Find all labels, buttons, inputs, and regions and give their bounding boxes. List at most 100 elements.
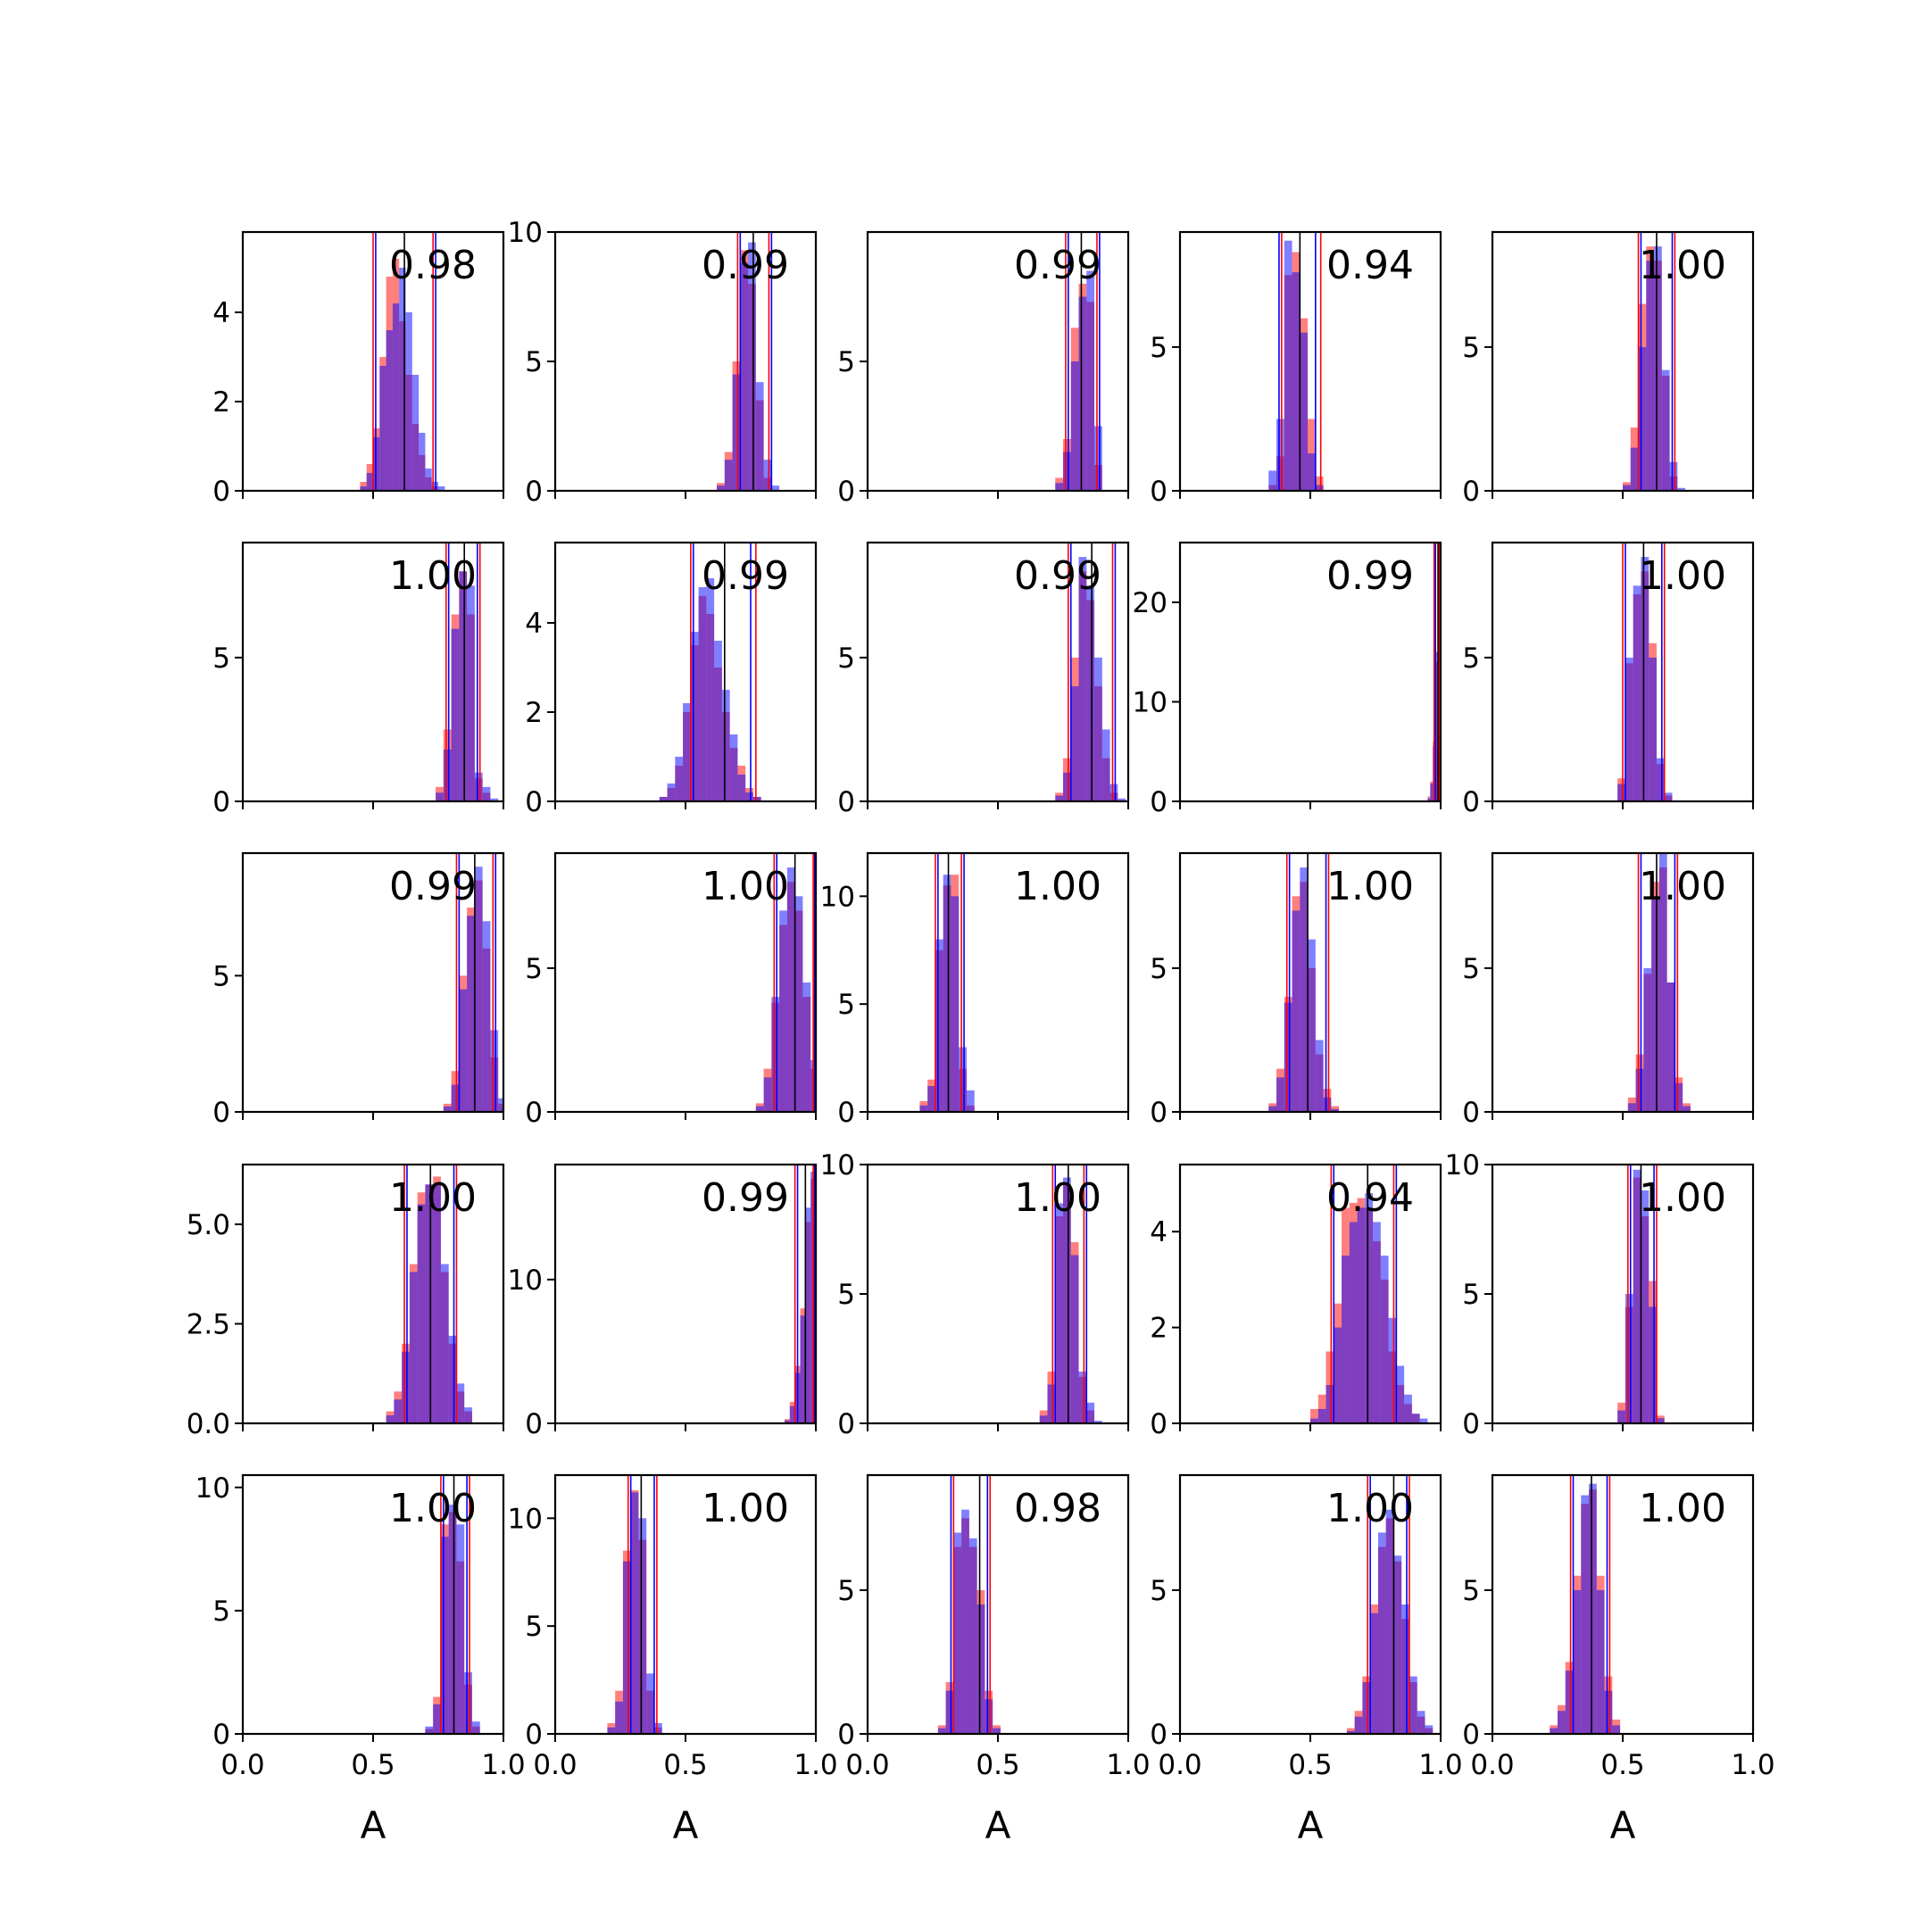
blue-histogram-bar bbox=[721, 690, 730, 801]
subplot-14: 051.00 bbox=[1150, 851, 1442, 1129]
x-tick-label: 0.5 bbox=[976, 1749, 1019, 1781]
x-tick-label: 0.0 bbox=[845, 1749, 889, 1781]
blue-histogram-bar bbox=[1063, 1177, 1071, 1423]
blue-histogram-bar bbox=[1284, 1002, 1292, 1112]
blue-histogram-bar bbox=[386, 1415, 395, 1423]
blue-histogram-bar bbox=[1627, 1103, 1636, 1112]
blue-histogram-bar bbox=[1342, 1256, 1350, 1423]
y-tick-label: 5 bbox=[525, 953, 543, 985]
blue-histogram-bar bbox=[752, 797, 761, 801]
subplot-annotation: 0.99 bbox=[702, 243, 789, 288]
blue-histogram-bar bbox=[919, 1105, 928, 1112]
subplot-annotation: 1.00 bbox=[389, 553, 477, 599]
blue-histogram-bar bbox=[1292, 272, 1301, 491]
subplot-25: 0 5 0.0 0.5 1.0 1.00 A bbox=[1462, 1473, 1775, 1847]
blue-histogram-bar bbox=[1649, 657, 1657, 801]
blue-histogram-bar bbox=[1276, 419, 1284, 491]
blue-histogram-bar bbox=[1094, 657, 1102, 801]
blue-histogram-bar bbox=[690, 632, 699, 801]
blue-histogram-bar bbox=[1654, 246, 1662, 491]
x-axis-label: A bbox=[1298, 1803, 1324, 1847]
y-tick-label: 0 bbox=[212, 1719, 230, 1751]
y-tick-label: 5 bbox=[525, 1611, 543, 1643]
blue-histogram-bar bbox=[755, 1106, 764, 1112]
blue-histogram-bar bbox=[1101, 729, 1110, 801]
blue-histogram-bar bbox=[1669, 461, 1678, 491]
subplot-23: 0 5 0.0 0.5 1.0 0.98 A bbox=[837, 1473, 1151, 1847]
blue-histogram-bar bbox=[405, 312, 412, 491]
subplot-annotation: 1.00 bbox=[1639, 243, 1726, 288]
subplot-annotation: 0.99 bbox=[702, 553, 789, 599]
blue-histogram-bar bbox=[464, 1407, 472, 1423]
blue-histogram-bar bbox=[1078, 296, 1087, 491]
blue-histogram-bar bbox=[1334, 1327, 1342, 1423]
y-tick-label: 4 bbox=[212, 297, 230, 329]
subplot-3: 050.99 bbox=[837, 230, 1130, 508]
blue-histogram-bar bbox=[800, 1315, 806, 1423]
blue-histogram-bar bbox=[961, 1509, 969, 1734]
blue-histogram-bar bbox=[1666, 983, 1675, 1112]
blue-histogram-bar bbox=[1268, 1106, 1277, 1112]
y-tick-label: 4 bbox=[525, 608, 543, 640]
subplot-annotation: 1.00 bbox=[1014, 1175, 1101, 1221]
subplot-19: 0 2 4 0.94 bbox=[1150, 1163, 1442, 1440]
blue-histogram-bar bbox=[1323, 1097, 1332, 1112]
subplot-annotation: 0.98 bbox=[389, 243, 477, 288]
blue-histogram-bar bbox=[1070, 1255, 1079, 1423]
blue-histogram-bar bbox=[935, 939, 943, 1112]
subplot-9: 0 10 20 0.99 bbox=[1133, 541, 1442, 818]
x-tick-label: 0.0 bbox=[1470, 1749, 1514, 1781]
blue-histogram-bar bbox=[615, 1701, 623, 1734]
subplot-2: 0 5 10 0.99 bbox=[508, 217, 818, 508]
blue-histogram-bar bbox=[474, 772, 483, 801]
y-tick-label: 10 bbox=[820, 881, 855, 913]
y-tick-label: 0 bbox=[837, 786, 855, 818]
y-tick-label: 0 bbox=[1462, 1097, 1480, 1129]
blue-histogram-bar bbox=[1419, 1418, 1428, 1423]
blue-histogram-bar bbox=[417, 1204, 426, 1423]
blue-histogram-bar bbox=[779, 910, 787, 1112]
blue-histogram-bar bbox=[976, 1604, 985, 1734]
subplot-annotation: 1.00 bbox=[702, 1486, 789, 1531]
blue-histogram-bar bbox=[646, 1673, 654, 1734]
blue-histogram-bar bbox=[786, 867, 795, 1112]
subplot-annotation: 1.00 bbox=[389, 1175, 477, 1221]
blue-histogram-bar bbox=[802, 983, 811, 1112]
blue-histogram-bar bbox=[1617, 1410, 1625, 1423]
blue-histogram-bar bbox=[1417, 1711, 1425, 1734]
blue-histogram-bar bbox=[1573, 1589, 1582, 1734]
y-tick-label: 0 bbox=[1462, 1719, 1480, 1751]
blue-histogram-bar bbox=[1086, 585, 1095, 801]
blue-histogram-bar bbox=[659, 797, 668, 801]
blue-histogram-bar bbox=[1565, 1671, 1574, 1734]
blue-histogram-bar bbox=[474, 866, 483, 1112]
y-tick-label: 5 bbox=[837, 346, 855, 378]
blue-histogram-bar bbox=[433, 1184, 441, 1423]
blue-histogram-bar bbox=[1063, 772, 1071, 801]
subplot-21: 0 5 10 0.0 0.5 1.0 1.00 A bbox=[195, 1472, 526, 1847]
x-tick-label: 0.0 bbox=[1158, 1749, 1201, 1781]
blue-histogram-bar bbox=[638, 1518, 647, 1734]
red-histogram-bar bbox=[1310, 1408, 1318, 1423]
y-tick-label: 5.0 bbox=[187, 1209, 230, 1241]
blue-histogram-bar bbox=[482, 921, 491, 1112]
blue-histogram-bar bbox=[425, 1184, 434, 1423]
blue-histogram-bar bbox=[482, 786, 491, 801]
blue-histogram-bar bbox=[1055, 795, 1063, 801]
subplot-12: 051.00 bbox=[525, 851, 818, 1129]
blue-histogram-bar bbox=[1633, 585, 1641, 801]
blue-histogram-bar bbox=[1315, 1040, 1324, 1112]
blue-histogram-bar bbox=[1370, 1613, 1378, 1734]
blue-histogram-bar bbox=[386, 330, 393, 491]
blue-histogram-bar bbox=[1362, 1682, 1371, 1734]
blue-histogram-bar bbox=[1373, 1222, 1381, 1423]
blue-histogram-bar bbox=[1070, 686, 1079, 801]
blue-histogram-bar bbox=[794, 896, 803, 1112]
blue-histogram-bar bbox=[1404, 1394, 1412, 1423]
x-tick-label: 0.0 bbox=[533, 1749, 577, 1781]
x-tick-label: 0.5 bbox=[1288, 1749, 1332, 1781]
y-tick-label: 5 bbox=[212, 1596, 230, 1628]
y-tick-label: 5 bbox=[1150, 332, 1168, 364]
